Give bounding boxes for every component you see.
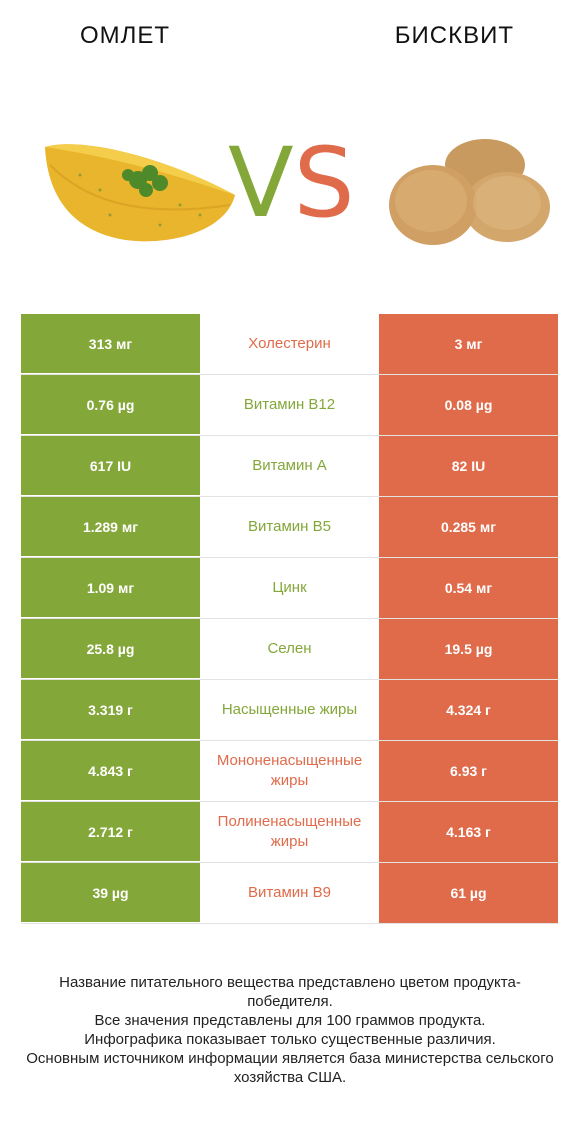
nutrient-name: Витамин B12 <box>200 375 379 435</box>
table-row: 0.76 µg Витамин B12 0.08 µg <box>21 375 558 436</box>
left-value: 313 мг <box>21 314 200 374</box>
right-value: 0.08 µg <box>379 375 558 435</box>
right-value: 6.93 г <box>379 741 558 801</box>
right-value: 4.163 г <box>379 802 558 862</box>
versus-s: S <box>293 127 355 239</box>
right-value: 19.5 µg <box>379 619 558 679</box>
versus-v: V <box>228 127 294 239</box>
footer-line-2: Все значения представлены для 100 граммо… <box>94 1012 486 1029</box>
footer-line-3: Инфографика показывает только существенн… <box>84 1031 496 1048</box>
nutrient-name: Насыщенные жиры <box>200 680 379 740</box>
right-food-title: БИСКВИТ <box>394 22 514 49</box>
footer-notes: Название питательного вещества представл… <box>20 973 560 1087</box>
nutrient-name: Цинк <box>200 558 379 618</box>
left-value: 4.843 г <box>21 741 200 801</box>
right-value: 4.324 г <box>379 680 558 740</box>
left-value: 617 IU <box>21 436 200 496</box>
footer-line-1: Название питательного вещества представл… <box>59 974 521 1010</box>
versus-label: VS <box>228 135 355 231</box>
left-value: 25.8 µg <box>21 619 200 679</box>
table-row: 4.843 г Мононенасыщенные жиры 6.93 г <box>21 741 558 802</box>
table-row: 2.712 г Полиненасыщенные жиры 4.163 г <box>21 802 558 863</box>
table-row: 1.289 мг Витамин B5 0.285 мг <box>21 497 558 558</box>
left-value: 0.76 µg <box>21 375 200 435</box>
right-value: 0.285 мг <box>379 497 558 557</box>
biscuit-image <box>389 139 550 245</box>
left-food-title: ОМЛЕТ <box>80 22 171 49</box>
nutrient-name: Селен <box>200 619 379 679</box>
table-row: 1.09 мг Цинк 0.54 мг <box>21 558 558 619</box>
right-value: 0.54 мг <box>379 558 558 618</box>
table-row: 313 мг Холестерин 3 мг <box>21 314 558 375</box>
left-value: 39 µg <box>21 863 200 923</box>
nutrient-name: Витамин B9 <box>200 863 379 923</box>
comparison-table: 313 мг Холестерин 3 мг 0.76 µg Витамин B12 0.… <box>21 314 558 924</box>
nutrient-name: Витамин B5 <box>200 497 379 557</box>
left-value: 1.09 мг <box>21 558 200 618</box>
table-row: 39 µg Витамин B9 61 µg <box>21 863 558 924</box>
table-row: 25.8 µg Селен 19.5 µg <box>21 619 558 680</box>
right-value: 61 µg <box>379 863 558 923</box>
omelet-image <box>45 144 235 242</box>
table-row: 617 IU Витамин A 82 IU <box>21 436 558 497</box>
nutrient-name: Мононенасыщенные жиры <box>200 741 379 801</box>
nutrient-name: Холестерин <box>200 314 379 374</box>
left-value: 1.289 мг <box>21 497 200 557</box>
right-value: 3 мг <box>379 314 558 374</box>
nutrient-name: Полиненасыщенные жиры <box>200 802 379 862</box>
left-value: 3.319 г <box>21 680 200 740</box>
right-value: 82 IU <box>379 436 558 496</box>
nutrient-name: Витамин A <box>200 436 379 496</box>
table-row: 3.319 г Насыщенные жиры 4.324 г <box>21 680 558 741</box>
footer-line-4: Основным источником информации является … <box>26 1050 554 1086</box>
left-value: 2.712 г <box>21 802 200 862</box>
